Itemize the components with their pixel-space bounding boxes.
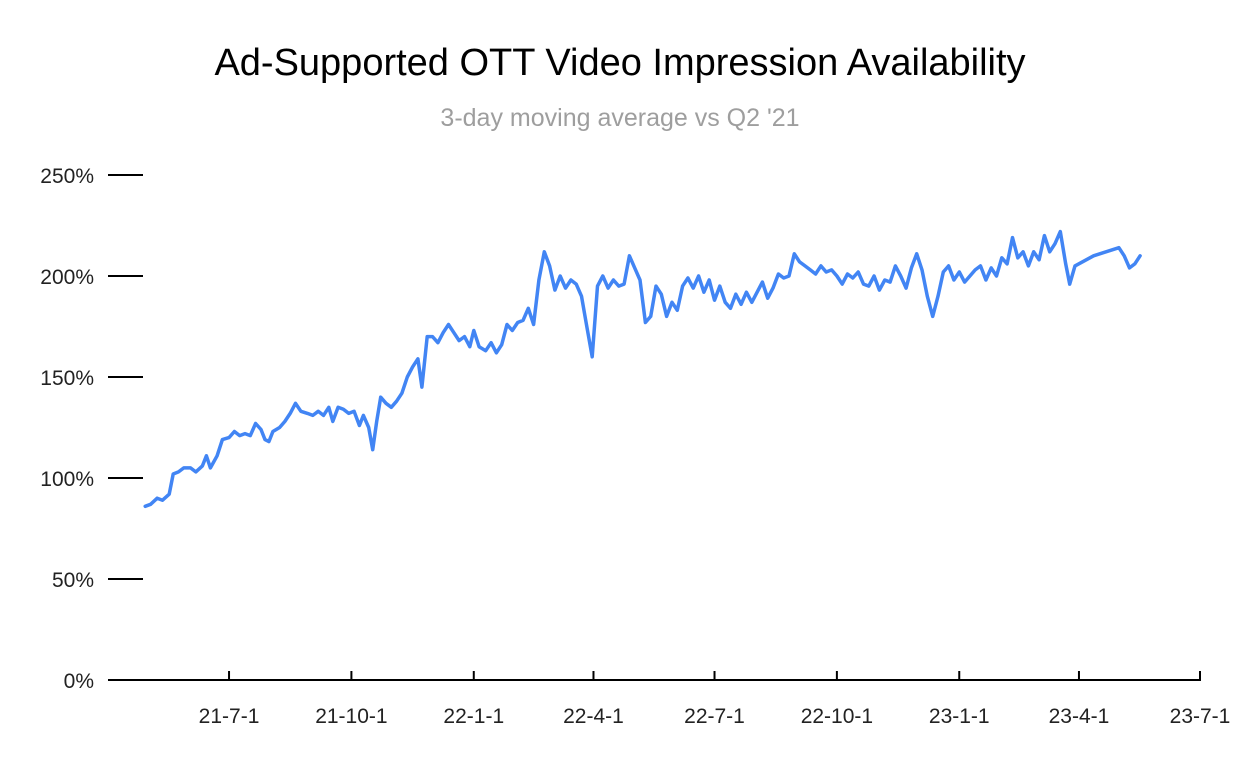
x-axis: 21-7-1 21-10-1 22-1-1 22-4-1 22-7-1 22-10-1 23… xyxy=(108,671,1230,728)
x-tick-label: 23-1-1 xyxy=(929,705,990,728)
y-tick-label: 0% xyxy=(64,670,94,693)
y-axis: 0% 50% 100% 150% 200% 250% xyxy=(40,165,143,693)
plot-area xyxy=(143,229,1142,509)
y-tick-label: 50% xyxy=(52,569,94,592)
x-tick-label: 22-4-1 xyxy=(563,705,624,728)
x-tick-label: 21-10-1 xyxy=(315,705,387,728)
y-tick-label: 150% xyxy=(40,367,94,390)
y-tick-label: 100% xyxy=(40,468,94,491)
chart-subtitle: 3-day moving average vs Q2 '21 xyxy=(440,104,799,132)
y-tick-label: 250% xyxy=(40,165,94,188)
x-tick-label: 23-4-1 xyxy=(1049,705,1110,728)
x-tick-label: 21-7-1 xyxy=(199,705,260,728)
x-tick-label: 22-10-1 xyxy=(801,705,873,728)
x-tick-label: 23-7-1 xyxy=(1170,705,1231,728)
chart-title: Ad-Supported OTT Video Impression Availa… xyxy=(214,42,1025,84)
y-tick-label: 200% xyxy=(40,266,94,289)
x-tick-label: 22-1-1 xyxy=(443,705,504,728)
x-tick-label: 22-7-1 xyxy=(684,705,745,728)
series-line xyxy=(143,229,1142,509)
